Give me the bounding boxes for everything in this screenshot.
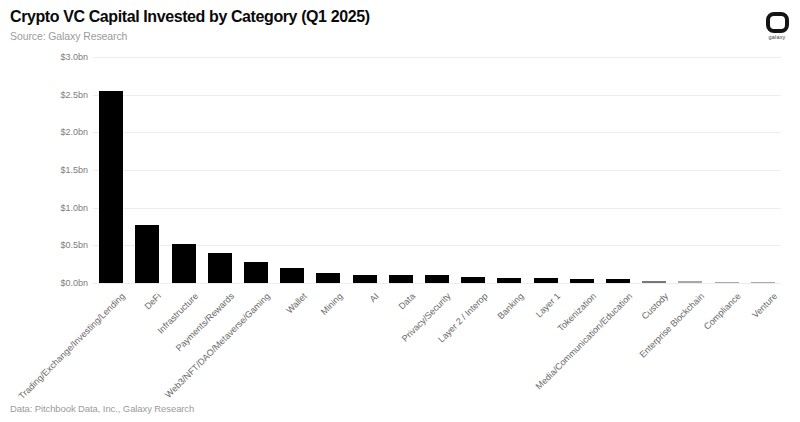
chart-footnote: Data: Pitchbook Data, Inc., Galaxy Resea… (10, 403, 194, 414)
y-axis-tick-label: $2.0bn (60, 127, 88, 137)
x-axis-tick-label: AI (368, 291, 381, 304)
x-axis-tick-label: Enterprise Blockchain (638, 291, 707, 360)
x-axis-tick-label: DeFi (143, 291, 164, 312)
y-axis-tick-label: $1.0bn (60, 203, 88, 213)
x-axis-tick-label: Compliance (702, 291, 743, 332)
bar (534, 278, 558, 283)
bar (425, 275, 449, 283)
x-axis-tick-label: Data (396, 291, 417, 312)
x-axis-tick-label: Banking (495, 291, 525, 321)
bar (497, 278, 521, 283)
galaxy-logo-label: galaxy (760, 34, 794, 40)
y-axis-tick-label: $0.0bn (60, 278, 88, 288)
chart-source: Source: Galaxy Research (10, 30, 127, 42)
bar (606, 279, 630, 283)
gridline (93, 57, 781, 58)
bar (389, 275, 413, 283)
gridline (93, 283, 781, 284)
bar (461, 277, 485, 283)
bar (172, 244, 196, 283)
bar (642, 281, 666, 283)
x-axis-tick-label: Venture (750, 291, 779, 320)
gridline (93, 132, 781, 133)
gridline (93, 95, 781, 96)
bar (751, 282, 775, 283)
x-axis-tick-label: Layer 1 (533, 291, 561, 319)
bar (678, 281, 702, 283)
y-axis-tick-label: $2.5bn (60, 90, 88, 100)
page-title: Crypto VC Capital Invested by Category (… (10, 8, 370, 26)
galaxy-logo: galaxy (760, 12, 794, 40)
x-axis-tick-label: Mining (319, 291, 345, 317)
x-axis-tick-label: Wallet (284, 291, 309, 316)
bar (570, 279, 594, 283)
bar (316, 273, 340, 283)
bar (208, 253, 232, 283)
x-axis-tick-label: Custody (640, 291, 670, 321)
chart-card: Crypto VC Capital Invested by Category (… (0, 0, 800, 422)
bar (715, 282, 739, 283)
bar (280, 268, 304, 283)
gridline (93, 245, 781, 246)
gridline (93, 170, 781, 171)
bar (99, 91, 123, 283)
gridline (93, 208, 781, 209)
bar (135, 225, 159, 283)
y-axis-tick-label: $0.5bn (60, 240, 88, 250)
bar (244, 262, 268, 283)
galaxy-squircle-icon (766, 12, 789, 33)
bar (353, 275, 377, 283)
x-axis-tick-label: Trading/Exchange/Investing/Lending (17, 291, 127, 401)
y-axis-tick-label: $3.0bn (60, 52, 88, 62)
y-axis-tick-label: $1.5bn (60, 165, 88, 175)
